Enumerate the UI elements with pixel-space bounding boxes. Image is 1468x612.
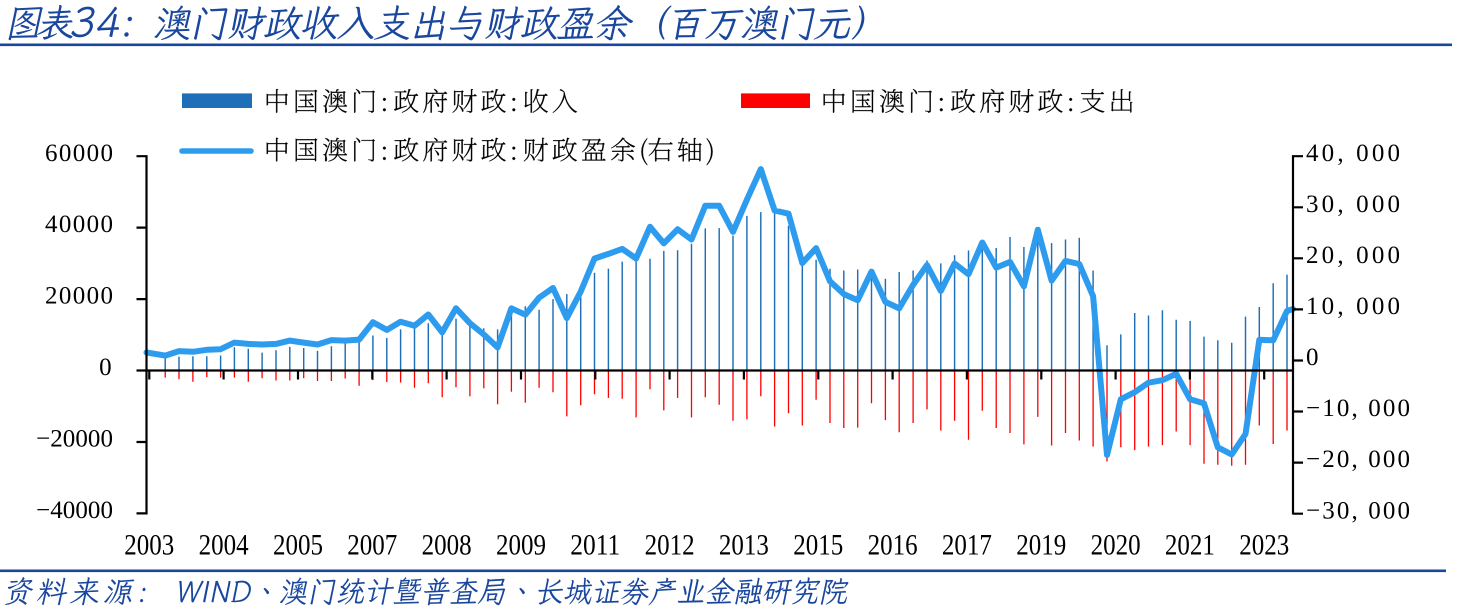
- svg-text:0: 0: [99, 354, 113, 381]
- svg-text:−40000: −40000: [36, 497, 113, 524]
- svg-text:2007: 2007: [347, 529, 397, 562]
- svg-text:2005: 2005: [273, 529, 323, 562]
- svg-text:2013: 2013: [719, 529, 769, 562]
- svg-text:2004: 2004: [199, 529, 249, 562]
- svg-text:2019: 2019: [1016, 529, 1066, 562]
- svg-text:2021: 2021: [1165, 529, 1215, 562]
- svg-text:2008: 2008: [422, 529, 472, 562]
- svg-text:2003: 2003: [124, 529, 174, 562]
- svg-text:20000: 20000: [45, 283, 113, 310]
- svg-text:2017: 2017: [942, 529, 992, 562]
- svg-text:2011: 2011: [570, 529, 620, 562]
- svg-text:2015: 2015: [793, 529, 843, 562]
- svg-text:0: 0: [1306, 344, 1320, 371]
- svg-text:2016: 2016: [868, 529, 918, 562]
- svg-text:2023: 2023: [1239, 529, 1289, 562]
- svg-text:2020: 2020: [1091, 529, 1141, 562]
- svg-text:2009: 2009: [496, 529, 546, 562]
- svg-text:60000: 60000: [45, 140, 113, 167]
- svg-text:2012: 2012: [645, 529, 695, 562]
- svg-text:−20000: −20000: [36, 426, 113, 453]
- svg-text:40000: 40000: [45, 211, 113, 238]
